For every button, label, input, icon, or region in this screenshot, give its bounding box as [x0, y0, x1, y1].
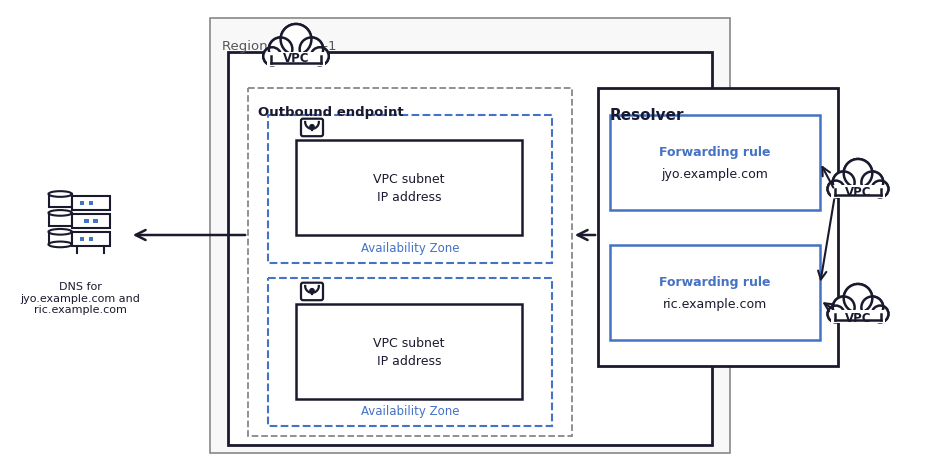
- Text: DNS for
jyo.example.com and
ric.example.com: DNS for jyo.example.com and ric.example.…: [20, 282, 140, 315]
- FancyBboxPatch shape: [301, 119, 323, 136]
- Text: Region us-west-1: Region us-west-1: [222, 40, 337, 53]
- FancyBboxPatch shape: [301, 282, 323, 300]
- Text: VPC: VPC: [845, 312, 871, 324]
- FancyBboxPatch shape: [248, 88, 572, 436]
- FancyBboxPatch shape: [48, 232, 72, 244]
- FancyBboxPatch shape: [268, 115, 552, 263]
- Text: Availability Zone: Availability Zone: [360, 405, 459, 418]
- Circle shape: [829, 181, 844, 196]
- FancyBboxPatch shape: [72, 232, 110, 246]
- Circle shape: [301, 39, 323, 60]
- Circle shape: [845, 285, 871, 312]
- Circle shape: [282, 25, 310, 54]
- Circle shape: [862, 172, 883, 192]
- Circle shape: [833, 298, 853, 317]
- Text: Outbound endpoint: Outbound endpoint: [258, 106, 404, 119]
- FancyBboxPatch shape: [79, 237, 84, 241]
- FancyBboxPatch shape: [296, 140, 522, 235]
- Circle shape: [832, 172, 854, 193]
- Ellipse shape: [48, 242, 72, 247]
- Circle shape: [311, 47, 329, 65]
- Text: Forwarding rule: Forwarding rule: [659, 276, 771, 289]
- Circle shape: [263, 47, 281, 65]
- Text: Availability Zone: Availability Zone: [360, 242, 459, 255]
- Circle shape: [845, 160, 871, 187]
- Circle shape: [300, 38, 324, 61]
- FancyBboxPatch shape: [72, 196, 110, 210]
- FancyBboxPatch shape: [48, 194, 72, 207]
- Circle shape: [264, 48, 280, 64]
- Text: VPC: VPC: [845, 187, 871, 199]
- FancyBboxPatch shape: [267, 52, 325, 66]
- Text: IP address: IP address: [377, 191, 441, 204]
- Circle shape: [311, 48, 328, 64]
- FancyBboxPatch shape: [93, 219, 97, 223]
- Circle shape: [829, 306, 844, 321]
- FancyBboxPatch shape: [210, 18, 730, 453]
- FancyBboxPatch shape: [830, 182, 886, 196]
- FancyBboxPatch shape: [228, 52, 712, 445]
- Text: Forwarding rule: Forwarding rule: [659, 146, 771, 159]
- FancyBboxPatch shape: [268, 278, 552, 426]
- Circle shape: [862, 172, 884, 193]
- FancyBboxPatch shape: [265, 49, 326, 63]
- Ellipse shape: [48, 229, 72, 235]
- Circle shape: [832, 297, 854, 318]
- Circle shape: [828, 306, 844, 322]
- FancyBboxPatch shape: [89, 237, 93, 241]
- FancyBboxPatch shape: [598, 88, 838, 366]
- Circle shape: [844, 159, 872, 188]
- Text: VPC: VPC: [283, 52, 309, 64]
- Circle shape: [862, 297, 884, 318]
- FancyBboxPatch shape: [84, 219, 89, 223]
- FancyBboxPatch shape: [610, 245, 820, 340]
- Circle shape: [281, 24, 311, 55]
- Circle shape: [828, 180, 844, 197]
- Text: VPC subnet: VPC subnet: [374, 337, 445, 350]
- Text: jyo.example.com: jyo.example.com: [661, 168, 768, 181]
- Circle shape: [862, 298, 883, 317]
- Circle shape: [310, 125, 314, 129]
- Ellipse shape: [48, 191, 72, 197]
- Ellipse shape: [48, 210, 72, 216]
- Circle shape: [270, 39, 291, 60]
- FancyBboxPatch shape: [296, 304, 522, 399]
- Circle shape: [872, 181, 887, 196]
- FancyBboxPatch shape: [830, 307, 886, 321]
- Text: VPC subnet: VPC subnet: [374, 173, 445, 186]
- Circle shape: [872, 180, 888, 197]
- Text: IP address: IP address: [377, 355, 441, 368]
- FancyBboxPatch shape: [831, 310, 885, 323]
- Circle shape: [872, 306, 887, 321]
- FancyBboxPatch shape: [79, 201, 84, 205]
- Circle shape: [269, 38, 292, 61]
- FancyBboxPatch shape: [89, 201, 93, 205]
- Circle shape: [833, 172, 853, 192]
- Circle shape: [872, 306, 888, 322]
- FancyBboxPatch shape: [48, 213, 72, 226]
- Text: ric.example.com: ric.example.com: [663, 298, 767, 311]
- FancyBboxPatch shape: [72, 214, 110, 228]
- Text: Resolver: Resolver: [610, 108, 685, 123]
- Circle shape: [310, 289, 314, 293]
- FancyBboxPatch shape: [831, 185, 885, 198]
- Circle shape: [844, 284, 872, 313]
- FancyBboxPatch shape: [610, 115, 820, 210]
